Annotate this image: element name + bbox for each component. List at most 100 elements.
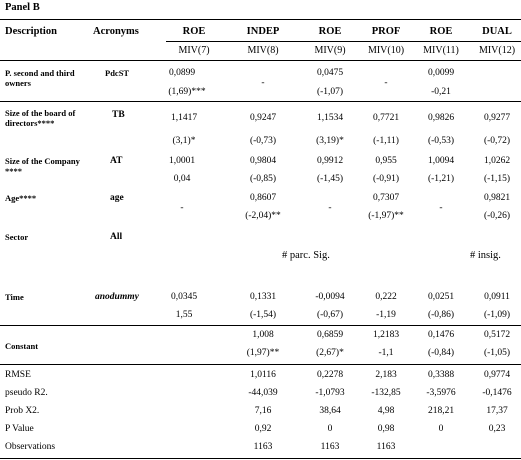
- row-value: 0,955: [375, 156, 397, 166]
- row-acronym: age: [110, 193, 124, 203]
- rule-row-1: [0, 101, 521, 102]
- row-tstat: (-0,86): [427, 310, 455, 320]
- header-dep-3: ROE: [318, 26, 342, 37]
- row-value: 0,9804: [249, 156, 277, 166]
- stat-value: 4,98: [377, 406, 395, 416]
- row-acronym: AT: [110, 156, 123, 166]
- row-description: Sector: [5, 232, 29, 242]
- header-dep-5: ROE: [429, 26, 453, 37]
- row-value: 0,8607: [249, 193, 277, 203]
- row-tstat: (-1,54): [249, 310, 277, 320]
- row-tstat: (-0,85): [249, 174, 277, 184]
- row-acronym: PdcST: [105, 68, 130, 78]
- rule-top: [0, 19, 521, 20]
- row-value: 0,7721: [372, 113, 400, 123]
- header-model-5: MIV(11): [423, 45, 459, 56]
- row-description: Constant: [5, 341, 39, 351]
- stat-value: 1,0116: [250, 370, 276, 380]
- row-value: -0,0094: [315, 292, 345, 302]
- stat-value: 7,16: [254, 406, 272, 416]
- row-tstat: (-0,84): [427, 348, 455, 358]
- row-tstat: (-0,26): [483, 211, 511, 221]
- header-model-1: MIV(7): [178, 45, 210, 56]
- row-value: 0,9912: [316, 156, 344, 166]
- row-tstat: (-1,21): [427, 174, 455, 184]
- row-value: 1,1534: [316, 113, 344, 123]
- header-description: Description: [5, 26, 57, 37]
- row-tstat: (-1,97)**: [368, 211, 404, 221]
- stat-value: 1163: [320, 442, 340, 452]
- stat-value: 1163: [253, 442, 273, 452]
- stat-label: Observations: [5, 442, 56, 452]
- stat-value: 0: [327, 424, 333, 434]
- stat-value: 0,9774: [483, 370, 511, 380]
- row-value: 0,0475: [316, 68, 344, 78]
- row-value: 0,9821: [483, 193, 511, 203]
- row-value: 0,0899: [168, 68, 196, 78]
- header-dep-4: PROF: [371, 26, 401, 37]
- stat-value: 0,3388: [427, 370, 455, 380]
- row-tstat: (-1,15): [483, 174, 511, 184]
- row-value: 0,9826: [427, 113, 455, 123]
- row-tstat: -0,21: [431, 87, 451, 97]
- row-tstat: -: [180, 203, 184, 213]
- header-model-3: MIV(9): [314, 45, 346, 56]
- header-acronyms: Acronyms: [93, 26, 139, 37]
- stat-value: -132,85: [371, 388, 401, 398]
- row-tstat: (3,1)*: [172, 136, 196, 146]
- row-value: 0,0345: [170, 292, 198, 302]
- header-model-4: MIV(10): [367, 45, 405, 56]
- row-value: 0,0911: [484, 292, 510, 302]
- rule-bottom: [0, 458, 521, 459]
- row-tstat: (-0,91): [372, 174, 400, 184]
- row-value: 1,2183: [372, 330, 400, 340]
- row-value: 0,0099: [427, 68, 455, 78]
- row-description: Age****: [5, 193, 37, 203]
- stat-value: 38,64: [319, 406, 341, 416]
- row-value: 0,6859: [316, 330, 344, 340]
- row-value: -: [384, 78, 388, 88]
- row-tstat: -1,19: [376, 310, 396, 320]
- stat-value: -1,0793: [315, 388, 345, 398]
- panel-title: Panel B: [5, 2, 40, 13]
- header-dep-1: ROE: [182, 26, 206, 37]
- row-value: 0,7307: [372, 193, 400, 203]
- rule-constant-top: [0, 325, 521, 326]
- row-tstat: (3,19)*: [316, 136, 344, 146]
- row-value: 1,1417: [170, 113, 198, 123]
- row-value: 0,9277: [483, 113, 511, 123]
- stat-label: RMSE: [5, 370, 31, 380]
- row-tstat: -1,1: [378, 348, 394, 358]
- sector-note-insignificant: # insig.: [470, 250, 501, 261]
- row-description: Size of the board of directors****: [5, 108, 76, 128]
- row-tstat: (-1,09): [483, 310, 511, 320]
- row-tstat: -: [439, 203, 443, 213]
- row-tstat: (-0,67): [316, 310, 344, 320]
- stat-value: 1163: [376, 442, 396, 452]
- header-model-2: MIV(8): [247, 45, 279, 56]
- row-tstat: (-1,05): [483, 348, 511, 358]
- row-tstat: (1,69)***: [168, 87, 206, 97]
- row-tstat: (-1,07): [316, 87, 344, 97]
- stat-value: 0: [438, 424, 444, 434]
- row-value: 0,1476: [427, 330, 455, 340]
- row-value: -: [261, 78, 265, 88]
- row-acronym: anodummy: [95, 292, 139, 302]
- row-value: 0,0251: [427, 292, 455, 302]
- stat-value: -44,039: [248, 388, 278, 398]
- row-tstat: (-1,45): [316, 174, 344, 184]
- stat-value: 2,183: [375, 370, 397, 380]
- stat-label: Prob X2.: [5, 406, 40, 416]
- stat-value: 17,37: [486, 406, 508, 416]
- row-value: 1,0001: [168, 156, 196, 166]
- stat-value: 0,23: [488, 424, 506, 434]
- header-dep-6: DUAL: [482, 26, 512, 37]
- sector-note-significant: # parc. Sig.: [282, 250, 330, 261]
- row-value: 1,0262: [483, 156, 511, 166]
- row-acronym: All: [110, 232, 123, 242]
- row-description: Size of the Company ****: [5, 156, 80, 176]
- row-tstat: (-0,53): [427, 136, 455, 146]
- header-model-6: MIV(12): [478, 45, 516, 56]
- header-dep-2: INDEP: [246, 26, 280, 37]
